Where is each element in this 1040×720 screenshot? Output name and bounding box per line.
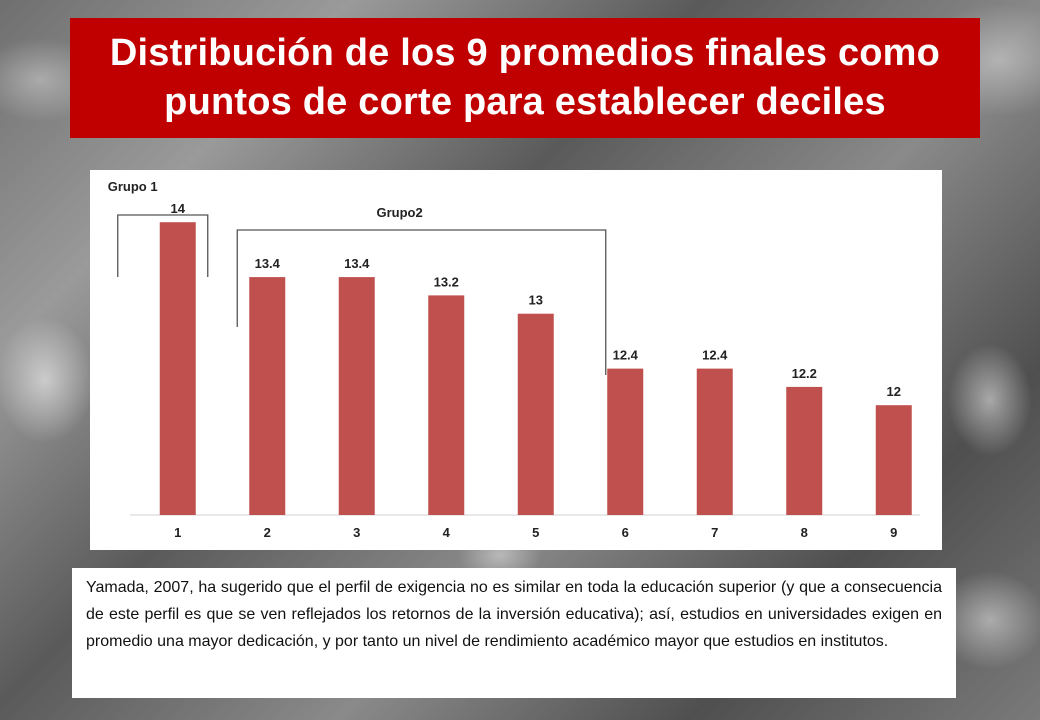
x-tick-5: 5: [532, 525, 539, 540]
bar-1: [159, 222, 196, 515]
group-label-1: Grupo 1: [108, 179, 158, 194]
bar-2: [249, 277, 286, 515]
labels-layer: 14 13.4 13.4 13.2 13 12.4 12.4 12.2 12: [171, 201, 901, 399]
x-tick-2: 2: [264, 525, 271, 540]
bar-4: [428, 295, 465, 515]
x-tick-3: 3: [353, 525, 360, 540]
bar-6: [607, 368, 644, 515]
title-line-1: Distribución de los 9 promedios finales …: [109, 32, 941, 74]
bar-7: [696, 368, 733, 515]
page-title: Distribución de los 9 promedios finales …: [110, 29, 940, 127]
bar-8: [786, 386, 823, 515]
description-box: Yamada, 2007, ha sugerido que el perfil …: [72, 568, 956, 698]
x-tick-1: 1: [174, 525, 181, 540]
x-tick-7: 7: [711, 525, 718, 540]
data-label-9: 12: [887, 384, 901, 399]
data-label-7: 12.4: [702, 348, 728, 363]
groups-layer: Grupo 1 Grupo2: [108, 179, 607, 375]
description-text: Yamada, 2007, ha sugerido que el perfil …: [86, 579, 942, 650]
group-label-2: Grupo2: [377, 205, 423, 220]
x-tick-4: 4: [443, 525, 451, 540]
data-label-5: 13: [529, 293, 543, 308]
x-tick-9: 9: [890, 525, 897, 540]
group-bracket-1: [117, 214, 209, 277]
data-label-6: 12.4: [613, 348, 639, 363]
bars-layer: [159, 222, 912, 515]
bar-3: [338, 277, 375, 515]
x-tick-6: 6: [622, 525, 629, 540]
data-label-4: 13.2: [434, 274, 459, 289]
bar-9: [875, 405, 912, 515]
group-bracket-2: [236, 229, 607, 375]
data-label-2: 13.4: [255, 256, 281, 271]
x-tick-8: 8: [801, 525, 808, 540]
ticks-layer: 1 2 3 4 5 6 7 8 9: [174, 525, 897, 540]
data-label-1: 14: [171, 201, 186, 216]
title-banner: Distribución de los 9 promedios finales …: [70, 18, 980, 138]
title-line-2: puntos de corte para establecer deciles: [164, 81, 886, 123]
data-label-3: 13.4: [344, 256, 370, 271]
bar-5: [517, 313, 554, 515]
data-label-8: 12.2: [792, 366, 817, 381]
